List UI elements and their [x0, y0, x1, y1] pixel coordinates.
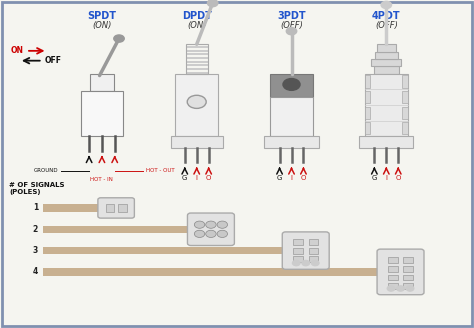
Bar: [402, 91, 408, 103]
Circle shape: [114, 35, 124, 42]
Text: # OF SIGNALS
(POLES): # OF SIGNALS (POLES): [9, 182, 65, 195]
Bar: [402, 122, 408, 134]
Bar: [81, 91, 123, 136]
Bar: [186, 61, 208, 63]
Bar: [186, 64, 208, 66]
Text: DPDT: DPDT: [182, 11, 212, 21]
Bar: [293, 239, 303, 245]
Circle shape: [302, 260, 310, 266]
Circle shape: [217, 221, 228, 228]
Bar: [403, 283, 413, 289]
Text: 3: 3: [33, 246, 38, 255]
Circle shape: [311, 260, 319, 266]
Circle shape: [292, 260, 300, 266]
Circle shape: [381, 1, 392, 9]
Bar: [365, 74, 408, 136]
Circle shape: [194, 221, 205, 228]
Bar: [365, 91, 370, 103]
Bar: [43, 268, 412, 276]
Text: OFF: OFF: [45, 56, 62, 65]
Text: (OFF): (OFF): [280, 21, 303, 30]
Text: (ON): (ON): [92, 21, 111, 30]
Text: I: I: [385, 175, 387, 181]
Text: 1: 1: [33, 203, 38, 213]
Circle shape: [397, 286, 404, 291]
Text: I: I: [291, 175, 292, 181]
Text: G: G: [182, 175, 187, 181]
Bar: [186, 44, 208, 74]
Bar: [186, 46, 208, 48]
FancyBboxPatch shape: [98, 198, 135, 218]
FancyBboxPatch shape: [282, 232, 329, 269]
Circle shape: [187, 95, 206, 108]
Circle shape: [286, 28, 297, 35]
Text: O: O: [206, 175, 211, 181]
Text: I: I: [196, 175, 198, 181]
Bar: [293, 256, 303, 262]
Bar: [402, 75, 408, 88]
Text: G: G: [372, 175, 377, 181]
Bar: [175, 74, 218, 136]
Bar: [43, 204, 128, 212]
Bar: [186, 50, 208, 51]
Text: HOT - OUT: HOT - OUT: [146, 168, 174, 173]
Bar: [264, 136, 319, 148]
Text: 4PDT: 4PDT: [372, 11, 401, 21]
Bar: [309, 239, 318, 245]
Bar: [171, 136, 223, 148]
Text: O: O: [301, 175, 306, 181]
Bar: [270, 74, 313, 97]
Bar: [388, 283, 398, 289]
Bar: [403, 257, 413, 263]
Circle shape: [194, 230, 205, 237]
Text: 4: 4: [33, 267, 38, 277]
Bar: [374, 66, 399, 74]
Circle shape: [206, 230, 216, 237]
Text: HOT - IN: HOT - IN: [91, 177, 113, 182]
Bar: [388, 266, 398, 272]
Text: G: G: [277, 175, 282, 181]
Bar: [186, 72, 208, 74]
Bar: [365, 75, 370, 88]
Bar: [377, 44, 396, 52]
Text: 2: 2: [33, 225, 38, 234]
Bar: [371, 59, 401, 66]
Circle shape: [208, 0, 218, 7]
Bar: [186, 57, 208, 59]
Bar: [270, 97, 313, 136]
Bar: [402, 107, 408, 119]
Circle shape: [283, 78, 300, 90]
FancyBboxPatch shape: [187, 213, 234, 245]
Circle shape: [206, 221, 216, 228]
Circle shape: [406, 286, 414, 291]
Bar: [309, 256, 318, 262]
Bar: [309, 248, 318, 254]
Bar: [90, 74, 114, 91]
Bar: [186, 53, 208, 55]
Bar: [118, 204, 127, 212]
Bar: [365, 122, 370, 134]
Bar: [293, 248, 303, 254]
Bar: [388, 275, 398, 280]
FancyBboxPatch shape: [377, 249, 424, 295]
Bar: [43, 226, 223, 233]
Text: SPDT: SPDT: [87, 11, 117, 21]
Bar: [403, 275, 413, 280]
Text: (ON): (ON): [187, 21, 206, 30]
Bar: [186, 68, 208, 70]
Bar: [403, 266, 413, 272]
Text: ON: ON: [11, 46, 24, 55]
Text: (OFF): (OFF): [375, 21, 398, 30]
Bar: [43, 247, 318, 254]
Text: GROUND: GROUND: [34, 168, 58, 173]
Bar: [388, 257, 398, 263]
Text: O: O: [396, 175, 401, 181]
Circle shape: [217, 230, 228, 237]
Circle shape: [387, 286, 395, 291]
Bar: [359, 136, 413, 148]
Bar: [374, 52, 398, 59]
Bar: [106, 204, 114, 212]
Text: 3PDT: 3PDT: [277, 11, 306, 21]
Bar: [365, 107, 370, 119]
